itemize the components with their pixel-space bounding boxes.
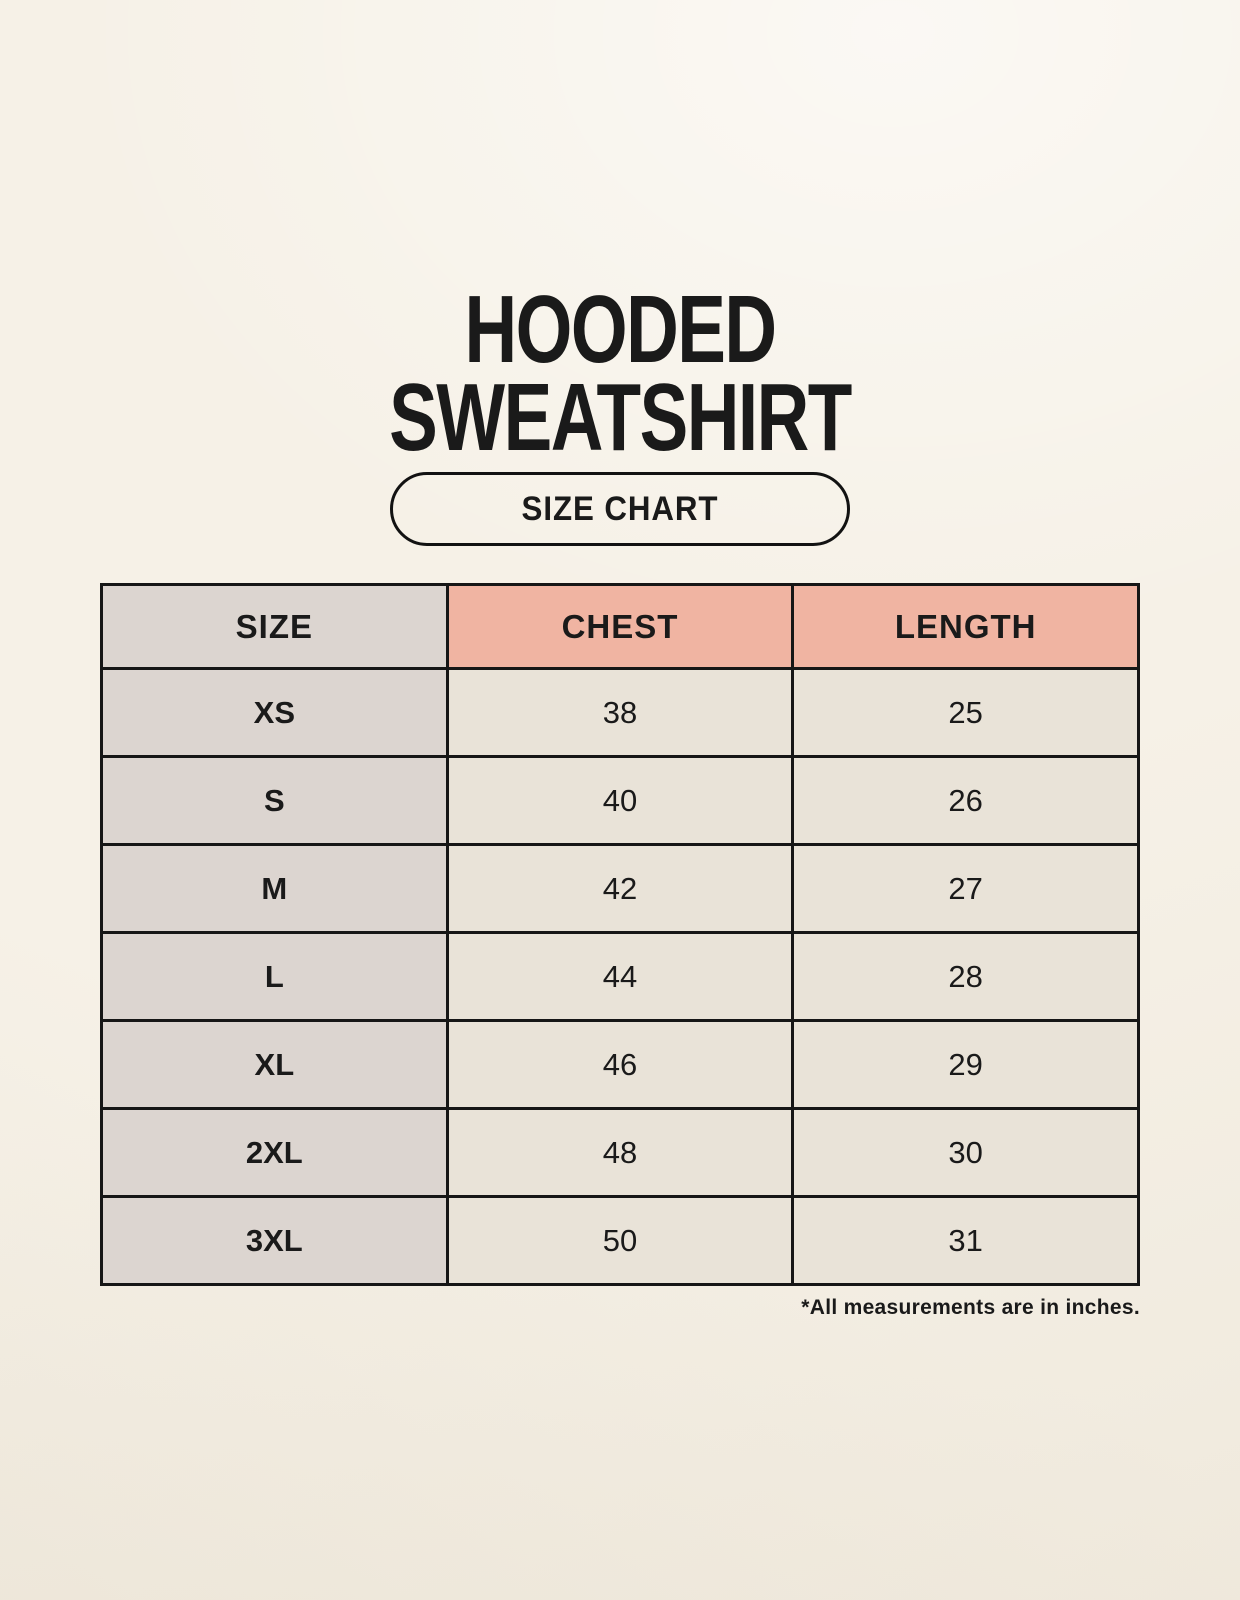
length-cell: 25	[791, 667, 1140, 758]
size-cell: L	[100, 931, 449, 1022]
table-row: S 40 26	[100, 755, 1140, 846]
page-title: HOODED SWEATSHIRT	[149, 276, 1091, 471]
table-body: XS 38 25 S 40 26 M 42 27 L 44 28 XL 46	[100, 667, 1140, 1286]
header-cell-size: SIZE	[100, 583, 449, 670]
size-cell: XL	[100, 1019, 449, 1110]
size-cell: XS	[100, 667, 449, 758]
measurements-footnote: *All measurements are in inches.	[801, 1296, 1140, 1319]
page-title-line-1: HOODED	[464, 276, 777, 383]
length-cell: 26	[791, 755, 1140, 846]
header-cell-length: LENGTH	[791, 583, 1140, 670]
table-row: M 42 27	[100, 843, 1140, 934]
chest-cell: 48	[445, 1107, 795, 1198]
table-header: SIZE CHEST LENGTH	[100, 583, 1140, 670]
length-cell: 29	[791, 1019, 1140, 1110]
chest-cell: 42	[445, 843, 795, 934]
table-row: XL 46 29	[100, 1019, 1140, 1110]
header-cell-chest: CHEST	[445, 583, 795, 670]
length-cell: 31	[791, 1195, 1140, 1286]
length-cell: 27	[791, 843, 1140, 934]
table-row: XS 38 25	[100, 667, 1140, 758]
chest-cell: 50	[445, 1195, 795, 1286]
size-cell: M	[100, 843, 449, 934]
chest-cell: 40	[445, 755, 795, 846]
length-cell: 28	[791, 931, 1140, 1022]
size-chart-pill-label: SIZE CHART	[521, 489, 719, 528]
table-row: 2XL 48 30	[100, 1107, 1140, 1198]
size-cell: S	[100, 755, 449, 846]
table-row: 3XL 50 31	[100, 1195, 1140, 1286]
chest-cell: 44	[445, 931, 795, 1022]
table-row: L 44 28	[100, 931, 1140, 1022]
header-row: SIZE CHEST LENGTH	[100, 583, 1140, 670]
size-cell: 3XL	[100, 1195, 449, 1286]
size-cell: 2XL	[100, 1107, 449, 1198]
size-chart-pill: SIZE CHART	[390, 472, 850, 546]
size-chart-table: SIZE CHEST LENGTH XS 38 25 S 40 26 M 42 …	[100, 583, 1140, 1286]
length-cell: 30	[791, 1107, 1140, 1198]
chest-cell: 46	[445, 1019, 795, 1110]
page-title-line-2: SWEATSHIRT	[389, 364, 852, 471]
chest-cell: 38	[445, 667, 795, 758]
